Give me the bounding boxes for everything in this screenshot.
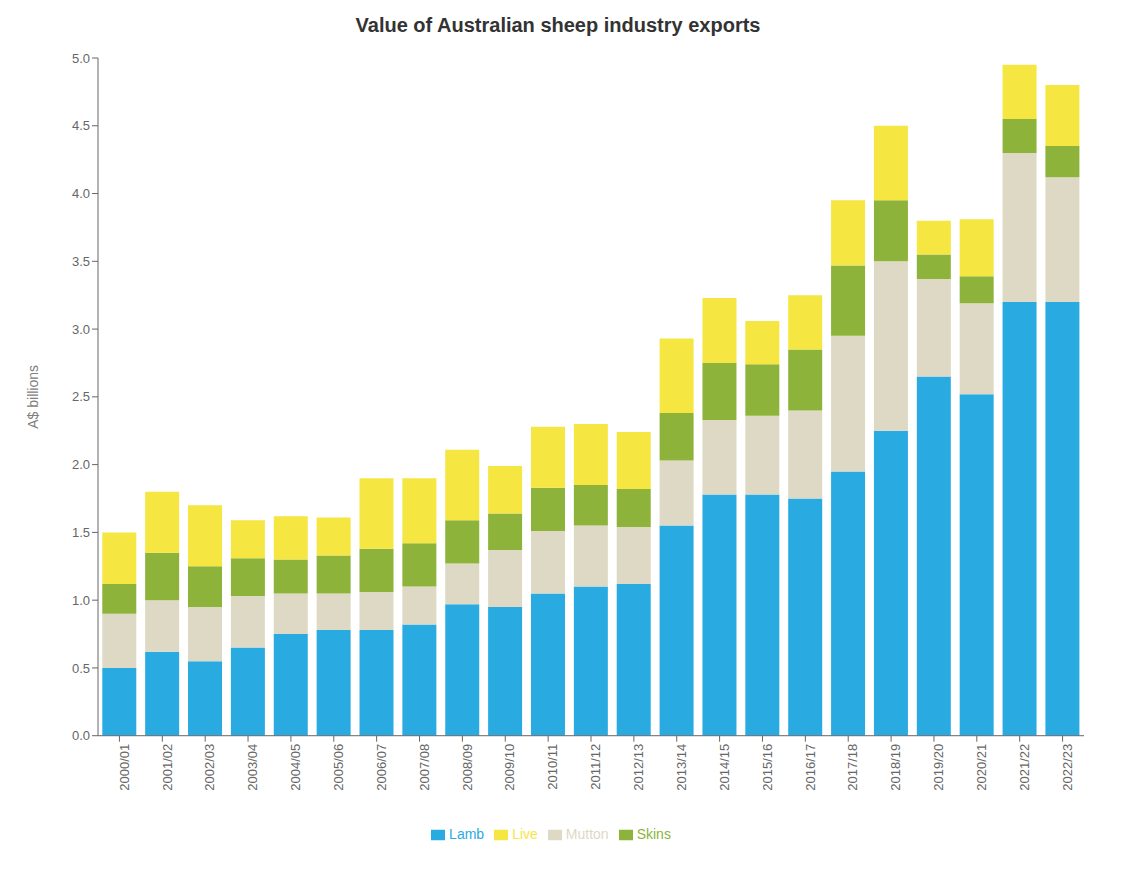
svg-text:4.5: 4.5 (72, 118, 90, 133)
svg-text:0.0: 0.0 (72, 728, 90, 743)
svg-text:2013/14: 2013/14 (674, 744, 689, 791)
svg-text:2003/04: 2003/04 (245, 744, 260, 791)
svg-text:2011/12: 2011/12 (588, 744, 603, 790)
svg-text:2018/19: 2018/19 (888, 744, 903, 791)
svg-text:2008/09: 2008/09 (460, 744, 475, 791)
svg-text:1.0: 1.0 (72, 593, 90, 608)
svg-text:2015/16: 2015/16 (760, 744, 775, 791)
svg-text:0.5: 0.5 (72, 661, 90, 676)
svg-text:2014/15: 2014/15 (717, 744, 732, 791)
svg-text:2019/20: 2019/20 (931, 744, 946, 791)
svg-text:3.0: 3.0 (72, 322, 90, 337)
svg-text:2005/06: 2005/06 (331, 744, 346, 791)
svg-text:2007/08: 2007/08 (417, 744, 432, 791)
svg-text:2016/17: 2016/17 (803, 744, 818, 791)
svg-text:2010/11: 2010/11 (545, 744, 560, 790)
html-text:Mutton: Mutton (565, 825, 609, 842)
html-text:Skins: Skins (636, 825, 671, 842)
svg-text:2001/02: 2001/02 (160, 744, 175, 791)
svg-text:A$ billions: A$ billions (25, 365, 41, 429)
svg-text:2000/01: 2000/01 (117, 744, 132, 791)
svg-text:4.0: 4.0 (72, 186, 90, 201)
html-text:Lamb: Lamb (449, 825, 485, 842)
svg-text:3.5: 3.5 (72, 254, 90, 269)
svg-text:2012/13: 2012/13 (631, 744, 646, 791)
html-text:Live: Live (512, 825, 538, 842)
svg-text:2006/07: 2006/07 (374, 744, 389, 791)
svg-text:5.0: 5.0 (72, 51, 90, 66)
svg-text:2.5: 2.5 (72, 389, 90, 404)
svg-text:1.5: 1.5 (72, 525, 90, 540)
svg-text:2017/18: 2017/18 (845, 744, 860, 791)
svg-text:2002/03: 2002/03 (202, 744, 217, 791)
svg-text:2020/21: 2020/21 (974, 744, 989, 791)
svg-text:2022/23: 2022/23 (1060, 744, 1075, 791)
svg-text:2004/05: 2004/05 (288, 744, 303, 791)
html-text:Value of Australian sheep indu: Value of Australian sheep industry expor… (355, 14, 761, 36)
svg-text:2009/10: 2009/10 (502, 744, 517, 791)
svg-text:2.0: 2.0 (72, 457, 90, 472)
svg-text:2021/22: 2021/22 (1017, 744, 1032, 791)
